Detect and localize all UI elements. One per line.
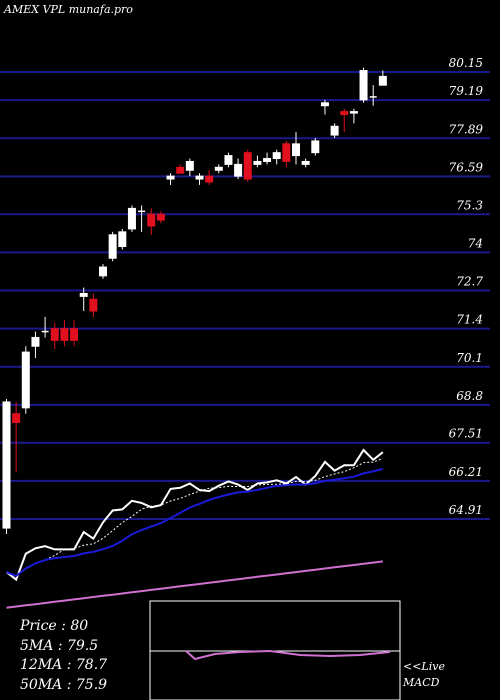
macd-label-text: MACD	[403, 676, 440, 689]
y-tick-label: 66.21	[449, 465, 483, 479]
candlestick-series	[2, 67, 387, 534]
candle-body	[320, 102, 329, 107]
candle-body	[205, 175, 214, 183]
candle-body	[359, 70, 368, 101]
candle-body	[118, 231, 127, 248]
y-tick-label: 79.19	[449, 84, 484, 98]
candle-body	[60, 328, 69, 341]
candle-body	[21, 351, 30, 409]
candle-body	[127, 207, 136, 230]
candle-body	[99, 266, 107, 277]
y-tick-label: 67.51	[449, 427, 483, 441]
candle-body	[166, 175, 175, 180]
ma50-value: 50MA : 75.9	[20, 676, 108, 693]
price-gridlines	[0, 71, 490, 520]
candle-body	[185, 160, 194, 171]
y-tick-label: 64.91	[449, 503, 483, 517]
macd-line	[185, 649, 391, 661]
y-tick-label: 72.7	[456, 275, 483, 289]
candle-body	[234, 163, 243, 177]
y-tick-label: 76.59	[449, 160, 484, 174]
candle-body	[253, 160, 262, 165]
candle-body	[349, 111, 358, 114]
price-value: Price : 80	[20, 618, 89, 634]
macd-panel	[149, 600, 401, 700]
candle-body	[301, 160, 310, 165]
candle-body	[176, 166, 185, 174]
candle-body	[292, 143, 300, 157]
moving-average-panel	[5, 448, 384, 609]
candle-body	[12, 413, 21, 424]
candle-body	[263, 158, 272, 162]
candle-body	[243, 152, 252, 180]
candle-body	[195, 175, 204, 180]
candle-body	[224, 155, 233, 165]
candle-body	[50, 328, 59, 341]
candle-body	[282, 143, 291, 162]
ma-short-line	[6, 458, 384, 577]
candle-body	[330, 125, 339, 136]
ma5-value: 5MA : 79.5	[20, 637, 99, 654]
ma12-value: 12MA : 78.7	[20, 657, 108, 673]
macd-label[interactable]: <<Live MACD	[403, 659, 445, 691]
candle-body	[272, 152, 281, 160]
stats-panel: Price : 80 5MA : 79.5 12MA : 78.7 50MA :…	[20, 617, 107, 695]
candle-body	[2, 401, 11, 529]
candle-body	[214, 166, 223, 171]
macd-live-link[interactable]: <<Live	[403, 660, 445, 673]
y-tick-label: 70.1	[456, 351, 483, 365]
chart-title: AMEX VPL munafa.pro	[4, 3, 133, 16]
candle-body	[89, 298, 98, 312]
candle-body	[70, 328, 79, 341]
y-tick-label: 75.3	[456, 198, 483, 212]
y-tick-label: 68.8	[456, 389, 483, 403]
candle-body	[156, 213, 165, 221]
candle-body	[311, 140, 320, 154]
candle-body	[147, 213, 156, 227]
price-axis-tick-labels: 80.15 79.19 77.89 76.59 75.3 74 72.7 71.4 70.1 68…	[449, 56, 484, 517]
ma-long-line	[6, 560, 383, 609]
candle-body	[108, 234, 117, 259]
candle-body	[79, 292, 88, 297]
candle-body	[340, 111, 349, 116]
price-trend-line	[5, 448, 384, 582]
y-tick-label: 74	[468, 236, 483, 250]
candle-body	[378, 75, 387, 86]
candle-body	[31, 336, 40, 347]
y-tick-label: 80.15	[449, 56, 483, 70]
ma-mid-line	[6, 467, 384, 578]
y-tick-label: 77.89	[449, 122, 484, 136]
y-tick-label: 71.4	[456, 313, 483, 327]
